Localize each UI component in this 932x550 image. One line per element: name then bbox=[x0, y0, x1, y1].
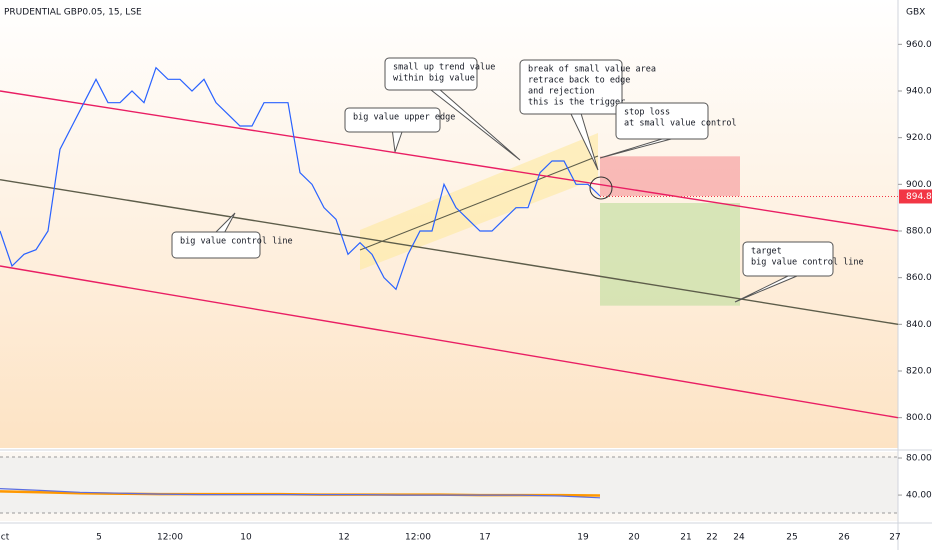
y-tick-label: 840.0 bbox=[906, 320, 932, 330]
callout-pointer bbox=[392, 131, 403, 153]
callout-box bbox=[384, 57, 478, 91]
callout-text: this is the trigger bbox=[528, 98, 625, 108]
y-tick-label: 80.00 bbox=[906, 454, 932, 464]
x-tick-label: 22 bbox=[706, 533, 717, 543]
zone bbox=[600, 156, 740, 196]
trendline bbox=[0, 178, 899, 326]
y-tick-label: 960.0 bbox=[906, 40, 932, 50]
callout-box bbox=[171, 231, 261, 259]
y-tick-label: 800.0 bbox=[906, 413, 932, 423]
x-tick-label: ct bbox=[1, 533, 10, 543]
callout-text: break of small value area bbox=[528, 65, 656, 75]
trigger-circle bbox=[589, 176, 613, 200]
x-tick-label: 26 bbox=[838, 533, 850, 543]
callout-pointer bbox=[570, 113, 599, 171]
zone bbox=[600, 203, 740, 306]
x-tick-label: 27 bbox=[889, 533, 900, 543]
y-tick-label: 40.00 bbox=[906, 491, 932, 501]
trendline bbox=[0, 90, 899, 232]
small-channel bbox=[360, 133, 598, 270]
x-tick-label: 12 bbox=[338, 533, 349, 543]
y-tick-label: 860.0 bbox=[906, 273, 932, 283]
x-tick-label: 17 bbox=[479, 533, 490, 543]
y-tick-label: 820.0 bbox=[906, 367, 932, 377]
chart-title: PRUDENTIAL GBP0.05, 15, LSE bbox=[4, 8, 142, 18]
trendline bbox=[0, 265, 899, 419]
callout-pointer bbox=[430, 89, 521, 161]
callout-text: stop loss bbox=[624, 108, 670, 118]
callout-pointer bbox=[599, 138, 672, 159]
x-tick-label: 20 bbox=[628, 533, 640, 543]
last-price-box bbox=[899, 189, 932, 204]
x-tick-label: 19 bbox=[577, 533, 589, 543]
callout-text: big value upper edge bbox=[353, 113, 455, 123]
x-tick-label: 21 bbox=[680, 533, 691, 543]
callout-box bbox=[615, 102, 709, 140]
x-tick-label: 12:00 bbox=[157, 533, 183, 543]
callout-pointer bbox=[734, 275, 798, 303]
y-tick-label: 920.0 bbox=[906, 133, 932, 143]
y-tick-label: 900.0 bbox=[906, 180, 932, 190]
indicator-band bbox=[0, 457, 898, 513]
last-price-label: 894.8 bbox=[906, 192, 932, 202]
callout-box bbox=[344, 107, 441, 133]
callout: big value upper edge bbox=[344, 107, 455, 153]
callout-text: within big value bbox=[393, 74, 475, 84]
y-tick-label: 880.0 bbox=[906, 227, 932, 237]
callout-text: and rejection bbox=[528, 87, 595, 97]
callout-text: small up trend value bbox=[393, 63, 495, 73]
callout-text: at small value control bbox=[624, 119, 737, 129]
x-tick-label: 12:00 bbox=[405, 533, 431, 543]
y-tick-label: 940.0 bbox=[906, 87, 932, 97]
small-channel-mid bbox=[359, 155, 599, 251]
x-tick-label: 10 bbox=[240, 533, 252, 543]
x-tick-label: 25 bbox=[786, 533, 797, 543]
series-line bbox=[0, 66, 601, 291]
x-tick-label: 5 bbox=[96, 533, 102, 543]
callout-text: target bbox=[751, 247, 782, 257]
callout: big value control line bbox=[171, 212, 293, 259]
x-tick-label: 24 bbox=[733, 533, 745, 543]
callout-pointer bbox=[215, 212, 236, 233]
callout-text: retrace back to edge bbox=[528, 76, 630, 86]
callout-text: big value control line bbox=[180, 237, 293, 247]
callout-box bbox=[742, 241, 834, 277]
callout-text: big value control line bbox=[751, 258, 864, 268]
callout-box bbox=[519, 59, 623, 115]
unit-label: GBX bbox=[906, 8, 925, 18]
series-line bbox=[0, 488, 601, 499]
